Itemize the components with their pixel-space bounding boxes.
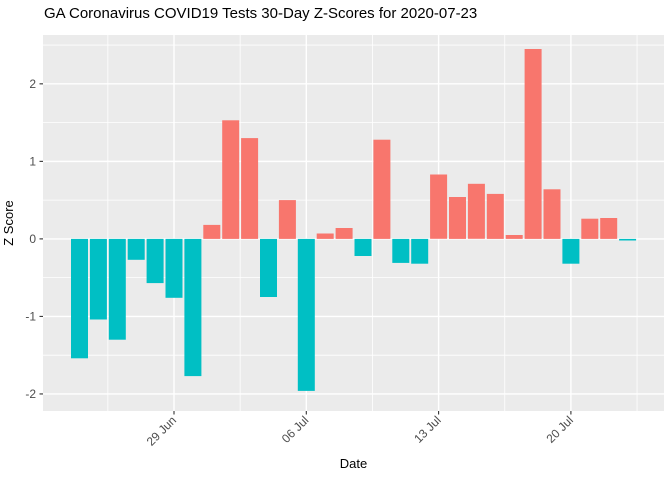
bar <box>430 174 448 239</box>
bar <box>581 218 599 239</box>
chart-title: GA Coronavirus COVID19 Tests 30-Day Z-Sc… <box>44 5 478 22</box>
bar <box>411 238 429 264</box>
bar <box>89 238 107 320</box>
y-tick-label: -1 <box>25 310 36 324</box>
bar <box>108 238 126 340</box>
bar <box>278 200 296 239</box>
bar <box>562 238 580 264</box>
bar <box>524 49 542 239</box>
bar <box>165 238 183 298</box>
bar <box>543 189 561 239</box>
bar <box>619 238 637 241</box>
bar <box>260 238 277 297</box>
bar <box>449 197 466 239</box>
bar <box>127 238 145 260</box>
bar <box>316 233 334 239</box>
bar <box>505 235 523 239</box>
bar <box>71 238 88 359</box>
x-axis-title: Date <box>340 456 367 471</box>
bar <box>467 183 485 239</box>
bar <box>203 224 221 239</box>
y-tick-label: 0 <box>29 232 36 246</box>
y-axis-title: Z Score <box>1 200 16 246</box>
bar <box>146 238 164 284</box>
bar <box>222 120 240 239</box>
bar <box>335 228 353 239</box>
x-tick-label: 06 Jul <box>279 413 312 446</box>
y-tick-label: 2 <box>29 77 36 91</box>
bar <box>373 139 391 239</box>
y-tick-label: -2 <box>25 387 36 401</box>
bar <box>354 238 372 256</box>
x-tick-label: 13 Jul <box>411 413 444 446</box>
y-tick-label: 1 <box>29 155 36 169</box>
bar <box>600 218 618 239</box>
bar <box>297 238 315 391</box>
bar <box>486 193 504 239</box>
bar <box>184 238 202 377</box>
x-tick-label: 20 Jul <box>543 413 576 446</box>
bar <box>241 138 259 239</box>
bar <box>392 238 410 263</box>
x-tick-label: 29 Jun <box>144 413 179 448</box>
